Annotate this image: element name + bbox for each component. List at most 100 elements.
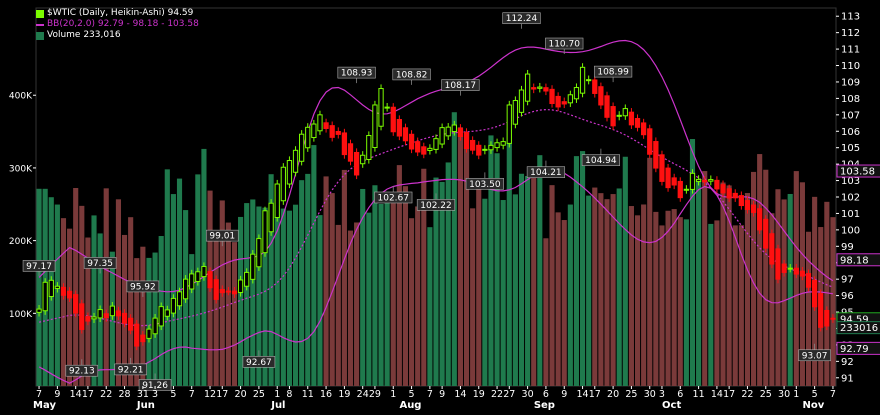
candle-body	[36, 308, 42, 313]
volume-bar	[91, 215, 97, 386]
volume-bar	[73, 188, 79, 386]
volume-bar	[671, 209, 677, 386]
candle-body	[329, 125, 335, 138]
x-axis-day-label: 16	[320, 389, 332, 400]
volume-bar	[708, 223, 714, 386]
volume-bar	[659, 225, 665, 386]
candle-body	[384, 106, 390, 109]
candle-body	[720, 184, 726, 194]
candle-body	[427, 147, 433, 151]
volume-bar	[586, 195, 592, 386]
candle-body	[415, 141, 421, 153]
candle-body	[408, 133, 415, 150]
x-axis-day-label: 14	[454, 389, 466, 400]
candle-body	[750, 204, 757, 213]
candle-body	[714, 179, 720, 190]
candle-body	[757, 208, 763, 231]
volume-bar	[769, 213, 775, 386]
candle-body	[85, 316, 91, 322]
x-axis-day-label: 8	[286, 389, 292, 400]
candle-body	[396, 118, 402, 137]
last-value-badge	[836, 341, 880, 355]
candle-body	[531, 87, 537, 90]
annotation-label: 110.70	[548, 40, 580, 50]
volume-bar	[176, 178, 183, 386]
volume-bar	[60, 218, 67, 386]
volume-bar	[598, 193, 604, 386]
y-axis-tick-label: 97	[841, 275, 854, 286]
volume-bar	[311, 145, 317, 386]
candle-body	[763, 218, 769, 249]
legend-bb-text: BB(20,2.0) 92.79 - 98.18 - 103.58	[47, 19, 199, 29]
volume-bar	[115, 199, 122, 386]
candle-body	[182, 278, 189, 300]
candle-body	[811, 279, 818, 308]
candle-body	[97, 309, 103, 319]
annotation-box	[114, 363, 147, 376]
volume-bar	[146, 257, 152, 386]
x-axis-day-label: 11	[693, 389, 705, 400]
volume-bar	[616, 188, 622, 386]
candle-body	[781, 263, 787, 273]
candle-body	[73, 294, 79, 314]
volume-bar	[610, 194, 616, 386]
candle-body	[610, 106, 616, 127]
x-axis-day-label: 25	[760, 389, 772, 400]
volume-bar	[482, 198, 488, 386]
volume-bar	[677, 217, 683, 386]
candle-body	[280, 166, 286, 202]
volume-bar	[256, 206, 262, 386]
annotation-box	[65, 364, 99, 377]
annotation-box	[138, 379, 172, 391]
candle-body	[140, 334, 146, 343]
candle-body	[134, 323, 140, 347]
candle-body	[164, 309, 170, 317]
annotation-box	[83, 257, 117, 269]
candle-body	[799, 270, 806, 277]
volume-axis-tick-label: 100K	[9, 310, 33, 320]
candle-body	[244, 271, 250, 287]
volume-bar	[689, 139, 696, 386]
x-axis-day-label: 20	[607, 389, 619, 400]
volume-bar	[409, 218, 415, 386]
annotation-box	[465, 178, 504, 190]
volume-bar	[67, 228, 73, 386]
x-axis-day-label: 30	[778, 389, 790, 400]
x-axis-day-label: 6	[677, 389, 683, 400]
volume-bar	[781, 199, 787, 386]
candle-body	[152, 317, 158, 335]
volume-bar	[494, 153, 500, 386]
volume-bar	[647, 157, 653, 386]
candle-body	[439, 127, 445, 145]
annotation-label: 102.22	[420, 201, 452, 211]
x-axis-day-label: 9	[561, 389, 567, 400]
candle-body	[738, 195, 744, 207]
last-value-badge	[836, 321, 880, 335]
volume-bar	[457, 127, 463, 387]
volume-bar	[476, 184, 482, 386]
volume-bar	[506, 128, 512, 387]
x-axis-day-label: 17	[216, 389, 228, 400]
volume-bar	[726, 185, 732, 386]
volume-bar	[787, 193, 793, 386]
candle-body	[653, 141, 659, 169]
annotation-label: 108.82	[396, 70, 428, 80]
candle-body	[726, 188, 732, 199]
volume-bar	[824, 201, 830, 386]
volume-bar	[805, 231, 812, 386]
volume-bar	[268, 174, 274, 386]
candle-body	[518, 89, 525, 113]
volume-bar	[250, 199, 256, 386]
x-axis-day-label: 3	[152, 389, 158, 400]
x-axis-day-label: 22	[741, 389, 753, 400]
y-axis-tick-label: 107	[841, 110, 860, 121]
volume-axis-tick-label: 300K	[9, 164, 33, 174]
annotation-box	[205, 229, 239, 242]
volume-bar	[573, 156, 580, 386]
x-axis-month-label: Jul	[270, 400, 285, 411]
annotation-box	[593, 65, 633, 78]
volume-bar	[396, 165, 402, 386]
volume-bar	[225, 222, 231, 386]
volume-bar	[757, 154, 763, 386]
volume-bar	[79, 205, 85, 386]
